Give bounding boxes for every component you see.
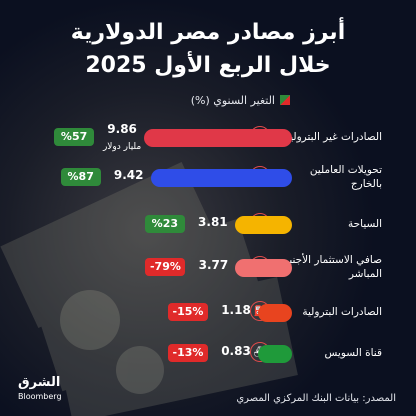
category-label: صافي الاستثمار الأجنبي المباشر (280, 254, 382, 280)
bar (258, 304, 292, 322)
value-label: 3.81 (198, 215, 228, 229)
value-label: 9.86 (107, 122, 137, 136)
bar (258, 345, 292, 363)
change-badge: %87 (60, 168, 101, 186)
value-label: 9.42 (113, 168, 144, 182)
bar (235, 259, 292, 277)
bar (144, 129, 292, 147)
value-label: 1.18 (221, 303, 251, 317)
chart-row: صافي الاستثمار الأجنبي المباشر$3.77-79% (0, 250, 416, 284)
category-label: الصادرات البترولية (302, 306, 382, 318)
chart-row: تحويلات العاملين بالخارج⇄9.42%87 (0, 160, 416, 194)
change-badge: %23 (144, 215, 185, 233)
change-badge: -15% (168, 303, 208, 321)
chart-row: قناة السويس⛴0.83-13% (0, 336, 416, 370)
source-note: المصدر: بيانات البنك المركزي المصري (236, 393, 396, 404)
change-badge: -79% (145, 258, 186, 276)
chart-row: السياحة⌂3.81%23 (0, 207, 416, 241)
category-label: السياحة (348, 218, 382, 230)
change-badge: -13% (168, 344, 208, 362)
legend-swatch (280, 95, 290, 105)
brand-main: الشرق (18, 375, 61, 390)
chart-title-line1: أبرز مصادر مصر الدولارية (70, 20, 346, 45)
chart-title-line2: خلال الربع الأول 2025 (85, 53, 331, 78)
legend-label: التغير السنوي (%) (190, 93, 275, 107)
brand-sub: Bloomberg (18, 392, 62, 401)
category-label: قناة السويس (324, 347, 382, 359)
value-label: 0.83 (221, 344, 251, 358)
bar (150, 169, 292, 187)
bar (234, 216, 292, 234)
category-label: الصادرات غير البترولية (284, 131, 382, 143)
change-badge: %57 (54, 128, 95, 146)
category-label: تحويلات العاملين بالخارج (309, 164, 382, 190)
value-label: 3.77 (198, 258, 229, 272)
chart-row: الصادرات البترولية⛽1.18-15% (0, 295, 416, 329)
legend: التغير السنوي (%) (120, 92, 290, 108)
brand-logo: الشرق Bloomberg (18, 376, 62, 404)
unit-label: مليار دولار (102, 142, 142, 152)
